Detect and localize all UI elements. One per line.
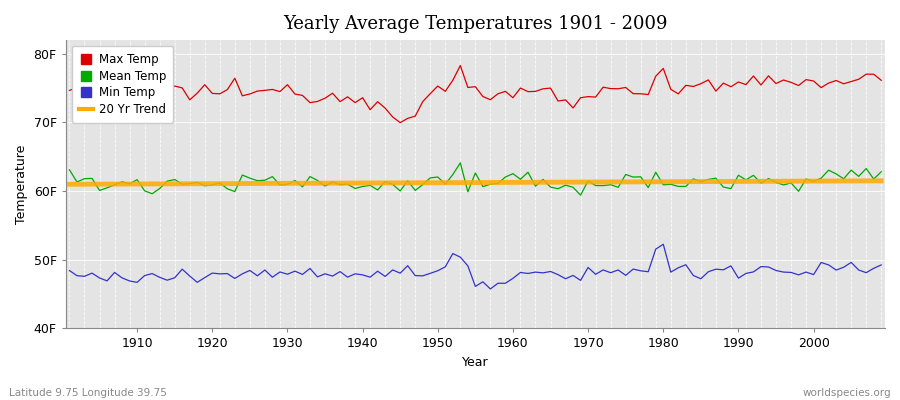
Legend: Max Temp, Mean Temp, Min Temp, 20 Yr Trend: Max Temp, Mean Temp, Min Temp, 20 Yr Tre…	[72, 46, 173, 123]
Text: Latitude 9.75 Longitude 39.75: Latitude 9.75 Longitude 39.75	[9, 388, 166, 398]
Text: worldspecies.org: worldspecies.org	[803, 388, 891, 398]
Y-axis label: Temperature: Temperature	[15, 144, 28, 224]
Title: Yearly Average Temperatures 1901 - 2009: Yearly Average Temperatures 1901 - 2009	[284, 15, 668, 33]
X-axis label: Year: Year	[462, 356, 489, 369]
